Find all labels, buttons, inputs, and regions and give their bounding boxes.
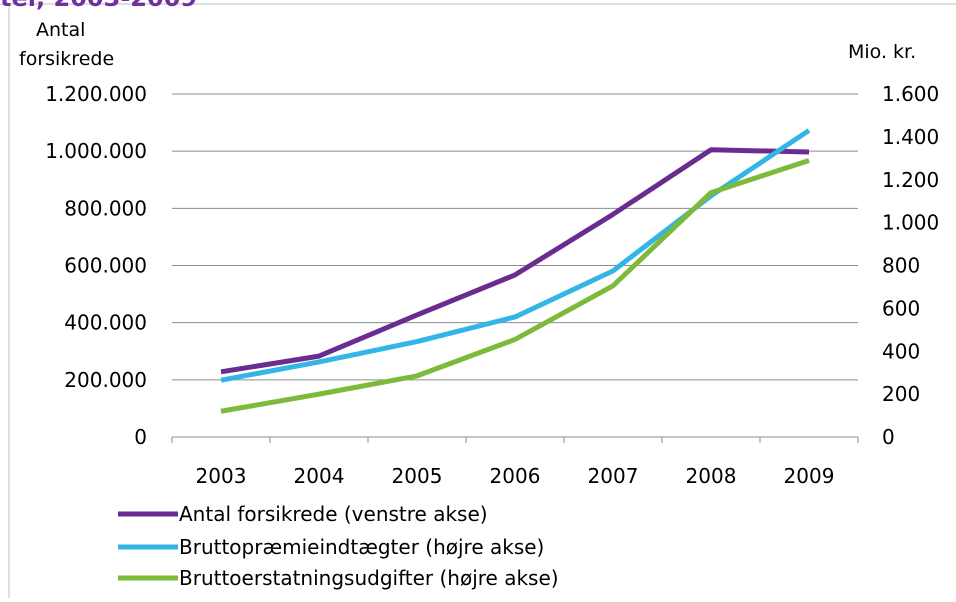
x-axis-tick-label: 2009 bbox=[784, 464, 835, 488]
left-axis-tick-label: 1.200.000 bbox=[45, 82, 147, 106]
left-axis-label-line1: Antal bbox=[36, 19, 85, 41]
series-line-2 bbox=[220, 128, 811, 383]
right-axis-label: Mio. kr. bbox=[848, 41, 916, 63]
right-axis-tick-label: 1.400 bbox=[882, 125, 939, 149]
x-axis-tick-label: 2003 bbox=[196, 464, 247, 488]
x-axis-tick-label: 2008 bbox=[686, 464, 737, 488]
left-axis-tick-label: 0 bbox=[134, 425, 147, 449]
legend-label-1: Antal forsikrede (venstre akse) bbox=[179, 502, 488, 526]
right-axis-tick-label: 1.000 bbox=[882, 211, 939, 235]
right-axis-tick-label: 400 bbox=[882, 339, 920, 363]
left-axis-tick-label: 400.000 bbox=[64, 311, 147, 335]
legend-label-2: Bruttopræmieindtægter (højre akse) bbox=[179, 535, 544, 559]
x-axis-tick-label: 2007 bbox=[588, 464, 639, 488]
series-line-1 bbox=[220, 147, 810, 375]
right-axis-tick-label: 0 bbox=[882, 425, 895, 449]
left-axis-label-line2: forsikrede bbox=[19, 48, 114, 70]
series-line-3 bbox=[220, 158, 810, 414]
left-axis-tick-label: 200.000 bbox=[64, 368, 147, 392]
right-axis-tick-label: 200 bbox=[882, 382, 920, 406]
legend-label-3: Bruttoerstatningsudgifter (højre akse) bbox=[179, 566, 559, 590]
x-axis-tick-label: 2006 bbox=[490, 464, 541, 488]
left-axis-tick-label: 600.000 bbox=[64, 254, 147, 278]
right-axis-tick-label: 1.600 bbox=[882, 82, 939, 106]
right-axis-tick-label: 800 bbox=[882, 254, 920, 278]
chart-title-fragment: ter, 2003-2009 bbox=[0, 0, 197, 12]
right-axis-tick-label: 1.200 bbox=[882, 168, 939, 192]
left-axis-tick-label: 800.000 bbox=[64, 196, 147, 220]
x-axis-tick-label: 2005 bbox=[392, 464, 443, 488]
left-axis-tick-label: 1.000.000 bbox=[45, 139, 147, 163]
x-axis-tick-label: 2004 bbox=[294, 464, 345, 488]
right-axis-tick-label: 600 bbox=[882, 296, 920, 320]
